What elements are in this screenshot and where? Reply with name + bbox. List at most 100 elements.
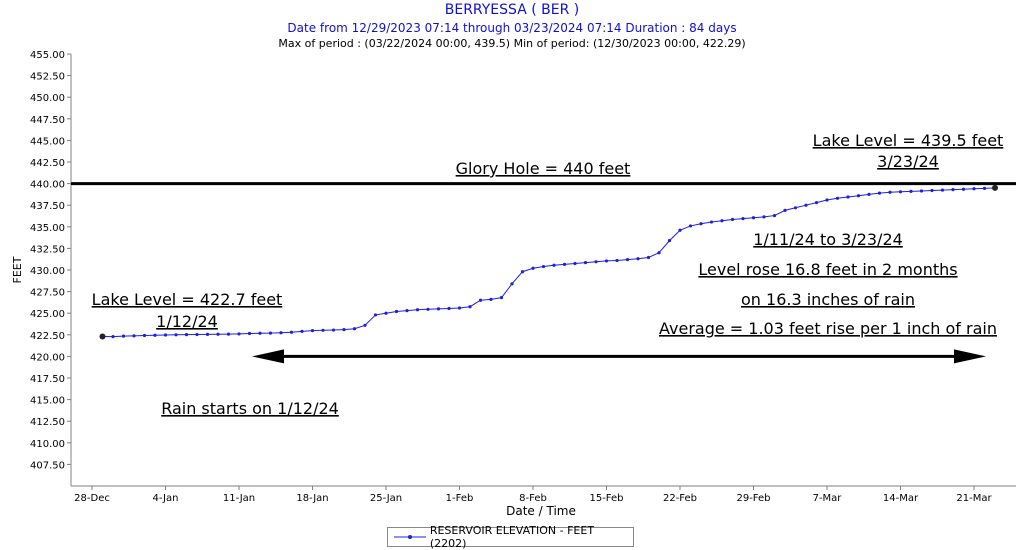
data-point [510, 282, 514, 286]
data-point [531, 266, 535, 270]
data-point [226, 332, 231, 336]
x-tick-label: 4-Jan [153, 493, 179, 504]
y-tick-label: 407.50 [30, 460, 65, 471]
data-point [846, 195, 850, 199]
x-tick-label: 14-Mar [883, 493, 919, 504]
data-point [121, 334, 126, 338]
y-tick-label: 440.00 [30, 180, 65, 191]
data-point [436, 307, 441, 311]
data-point [604, 259, 609, 263]
y-tick-label: 432.50 [30, 244, 65, 255]
data-point [867, 192, 871, 196]
x-axis: 28-Dec 4-Jan 11-Jan 18-Jan 25-Jan 1-Feb 8-Feb 1… [71, 485, 1016, 504]
data-point [216, 332, 220, 336]
data-point [982, 186, 987, 190]
arrow-head-left [252, 349, 284, 364]
data-point [898, 190, 903, 194]
data-point [930, 188, 934, 193]
data-point [237, 332, 241, 336]
data-point [415, 308, 420, 312]
data-point [174, 333, 178, 337]
data-point [583, 261, 588, 265]
data-point [793, 206, 798, 210]
x-axis-label: Date / Time [506, 504, 576, 518]
data-point [856, 194, 861, 198]
x-tick-label: 8-Feb [519, 493, 547, 504]
y-tick-label: 410.00 [30, 439, 65, 450]
data-point [111, 335, 115, 339]
data-point [363, 323, 367, 327]
y-tick-label: 425.00 [30, 309, 65, 320]
x-tick-label: 22-Feb [663, 493, 697, 504]
data-point [720, 219, 724, 223]
data-point [289, 330, 294, 334]
data-point [825, 198, 829, 202]
data-point [247, 331, 252, 336]
data-point [667, 239, 672, 243]
annotation-lake-end: Lake Level = 439.5 feet [813, 131, 1004, 150]
period-stats: Max of period : (03/22/2024 00:00, 439.5… [278, 37, 746, 50]
data-point [478, 298, 483, 302]
data-point [384, 311, 388, 315]
data-point [342, 328, 346, 332]
y-axis: 455.00 452.50 450.00 447.50 445.00 442.50 440.… [30, 50, 72, 486]
y-tick-label: 427.50 [30, 288, 65, 299]
data-point [783, 208, 787, 212]
data-point [163, 333, 168, 337]
data-point [132, 334, 136, 338]
series-elevation [99, 184, 998, 340]
arrow-head-right [954, 349, 986, 364]
data-point [99, 333, 106, 340]
x-tick-label: 1-Feb [446, 493, 474, 504]
data-point [279, 331, 283, 335]
data-point [636, 257, 640, 261]
x-tick-label: 29-Feb [736, 493, 770, 504]
data-point [321, 328, 325, 332]
data-point [142, 333, 147, 338]
chart-title: BERRYESSA ( BER ) [444, 2, 580, 18]
y-tick-label: 442.50 [30, 158, 65, 169]
x-tick-label: 28-Dec [74, 493, 110, 504]
x-tick-label: 25-Jan [370, 493, 402, 504]
data-point [772, 213, 777, 218]
data-point [678, 228, 682, 232]
data-point [184, 333, 189, 337]
y-tick-label: 415.00 [30, 396, 65, 407]
data-point [615, 258, 619, 263]
data-point [594, 260, 598, 264]
data-point [972, 187, 976, 191]
data-point [688, 224, 693, 228]
data-point [751, 216, 756, 220]
data-point [153, 333, 157, 337]
y-axis-label: FEET [11, 256, 24, 283]
y-tick-label: 422.50 [30, 331, 65, 342]
legend-label: RESERVOIR ELEVATION - FEET (2202) [429, 524, 595, 550]
data-point [699, 222, 703, 226]
y-tick-label: 437.50 [30, 201, 65, 212]
y-tick-label: 452.50 [30, 72, 65, 83]
x-tick-label: 11-Jan [223, 493, 255, 504]
data-point [195, 332, 199, 337]
data-point [352, 327, 357, 331]
data-point [961, 187, 966, 191]
data-point [541, 264, 546, 269]
data-point [888, 190, 892, 194]
data-point [562, 262, 567, 266]
annotation-rain-start: Rain starts on 1/12/24 [161, 399, 339, 418]
y-tick-label: 445.00 [30, 136, 65, 147]
data-point [940, 188, 945, 192]
x-tick-label: 15-Feb [589, 493, 623, 504]
y-tick-label: 417.50 [30, 374, 65, 385]
data-point [625, 258, 630, 262]
y-tick-label: 430.00 [30, 266, 65, 277]
data-point [909, 189, 913, 193]
data-point [205, 332, 210, 336]
data-point [814, 201, 819, 205]
annotation-average: Average = 1.03 feet rise per 1 inch of r… [659, 319, 997, 338]
annotations: Glory Hole = 440 feet Lake Level = 439.5 … [92, 131, 1004, 418]
data-point [426, 307, 430, 311]
chart-subtitle: Date from 12/29/2023 07:14 through 03/23… [287, 21, 737, 35]
legend-marker [394, 535, 426, 539]
data-point [489, 297, 493, 301]
data-point [373, 313, 378, 317]
